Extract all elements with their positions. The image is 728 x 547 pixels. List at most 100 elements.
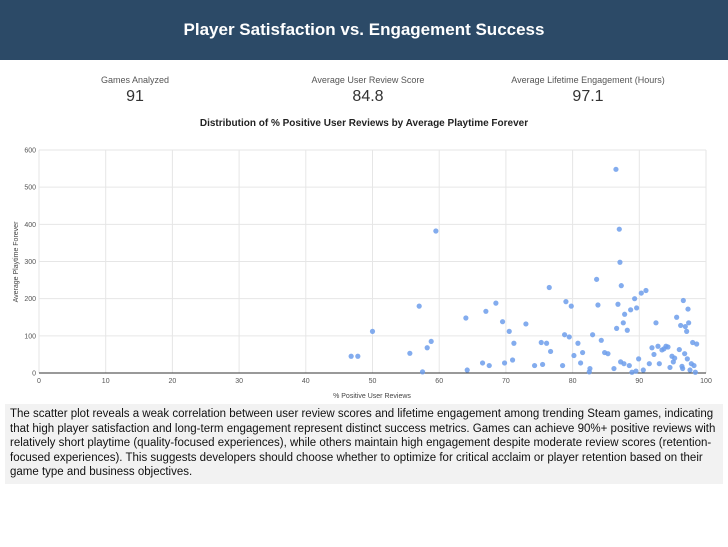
x-tick-label: 10 — [102, 378, 110, 385]
scatter-point — [511, 340, 517, 346]
scatter-point — [587, 365, 593, 372]
scatter-point — [369, 328, 376, 334]
y-tick-label: 300 — [24, 259, 36, 266]
chart-title: Distribution of % Positive User Reviews … — [199, 118, 529, 129]
scatter-point — [684, 328, 690, 334]
scatter-point — [667, 364, 673, 371]
scatter-point — [678, 322, 684, 329]
scatter-point — [640, 367, 646, 373]
scatter-point — [613, 166, 619, 172]
scatter-point — [559, 362, 566, 369]
scatter-point — [620, 320, 626, 326]
scatter-point — [578, 360, 584, 366]
scatter-point — [575, 340, 581, 346]
kpi-label: Games Analyzed — [100, 75, 170, 85]
scatter-point — [621, 361, 627, 367]
scatter-point — [622, 311, 628, 317]
scatter-point — [479, 360, 486, 366]
scatter-point — [691, 362, 697, 369]
kpi-average-review-score: Average User Review Score 84.8 — [268, 75, 468, 107]
scatter-point — [433, 228, 439, 234]
scatter-point — [685, 306, 691, 312]
kpi-label: Average User Review Score — [311, 75, 425, 85]
scatter-point — [483, 308, 489, 314]
scatter-point — [407, 350, 413, 356]
scatter-point — [531, 362, 538, 369]
dashboard-header: Player Satisfaction vs. Engagement Succe… — [0, 0, 728, 60]
scatter-point — [547, 348, 554, 355]
scatter-point — [428, 338, 434, 345]
x-tick-label: 50 — [369, 378, 377, 385]
x-tick-label: 0 — [37, 378, 41, 385]
scatter-point — [634, 305, 640, 311]
scatter-point — [605, 351, 611, 357]
kpi-value: 84.8 — [352, 88, 384, 105]
scatter-point — [656, 361, 662, 367]
kpi-average-engagement: Average Lifetime Engagement (Hours) 97.1 — [488, 75, 688, 107]
chart-axes: 0 10 20 30 40 50 60 70 80 90 100 0 100 200 300 400 500 60… — [24, 148, 712, 386]
scatter-point — [618, 283, 624, 289]
scatter-point — [643, 287, 649, 294]
y-tick-label: 200 — [24, 296, 36, 303]
scatter-point — [611, 365, 617, 372]
scatter-point — [665, 344, 671, 350]
scatter-point — [546, 284, 552, 291]
scatter-point — [355, 353, 361, 359]
scatter-point — [506, 328, 512, 334]
scatter-point — [543, 340, 550, 346]
scatter-point — [694, 341, 700, 347]
scatter-point — [463, 315, 469, 321]
y-tick-label: 0 — [32, 371, 36, 378]
scatter-point — [626, 362, 632, 369]
scatter-point — [676, 346, 682, 353]
kpi-label: Average Lifetime Engagement (Hours) — [511, 75, 665, 85]
scatter-point — [615, 301, 621, 307]
scatter-point — [632, 296, 638, 302]
scatter-point — [616, 226, 622, 232]
scatter-chart: 0 10 20 30 40 50 60 70 80 90 100 0 100 200 300 400 500 60… — [13, 148, 712, 401]
chart-grid — [38, 149, 707, 374]
scatter-point — [499, 319, 506, 325]
scatter-point — [501, 360, 508, 366]
insight-panel: The scatter plot reveals a weak correlat… — [5, 404, 723, 484]
scatter-point — [598, 337, 604, 343]
scatter-point — [580, 349, 586, 356]
scatter-point — [568, 303, 574, 309]
scatter-point — [561, 332, 568, 338]
kpi-games-analyzed: Games Analyzed 91 — [35, 75, 235, 107]
scatter-point — [493, 300, 499, 306]
scatter-point — [687, 367, 693, 373]
scatter-point — [424, 345, 430, 351]
scatter-point — [646, 361, 652, 367]
x-tick-label: 20 — [169, 378, 177, 385]
scatter-point — [684, 356, 690, 362]
scatter-point — [628, 307, 634, 313]
scatter-point — [682, 351, 688, 357]
scatter-point — [653, 320, 659, 326]
x-tick-label: 100 — [700, 378, 712, 385]
y-tick-label: 100 — [24, 333, 36, 340]
scatter-point — [682, 323, 688, 330]
scatter-point — [680, 365, 686, 372]
scatter-point — [563, 299, 569, 305]
page-title: Player Satisfaction vs. Engagement Succe… — [183, 20, 545, 39]
scatter-point — [651, 351, 657, 358]
scatter-point — [633, 368, 639, 374]
insight-text: The scatter plot reveals a weak correlat… — [10, 408, 716, 478]
scatter-point — [486, 362, 492, 369]
scatter-point — [686, 320, 692, 326]
scatter-point — [614, 325, 620, 331]
scatter-point — [655, 343, 661, 349]
scatter-point — [594, 276, 600, 282]
scatter-point — [348, 353, 354, 359]
scatter-point — [636, 356, 642, 362]
scatter-point — [419, 369, 426, 375]
kpi-value: 91 — [126, 88, 144, 105]
scatter-point — [538, 339, 544, 346]
scatter-point — [566, 334, 572, 340]
kpi-value: 97.1 — [572, 88, 604, 105]
x-tick-label: 80 — [569, 378, 577, 385]
x-tick-label: 60 — [435, 378, 443, 385]
x-axis-label: % Positive User Reviews — [333, 393, 411, 400]
scatter-point — [672, 355, 678, 361]
